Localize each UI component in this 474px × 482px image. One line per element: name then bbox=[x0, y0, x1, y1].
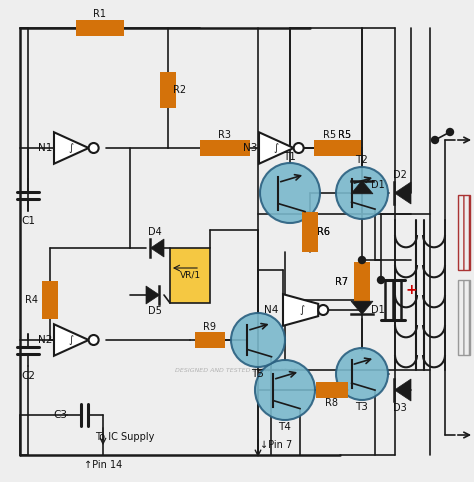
Text: R8: R8 bbox=[326, 398, 338, 408]
Bar bbox=[458, 280, 470, 355]
Text: ∫: ∫ bbox=[68, 335, 73, 345]
Text: R3: R3 bbox=[219, 130, 231, 140]
Text: ↑Pin 14: ↑Pin 14 bbox=[84, 460, 122, 470]
Text: T5: T5 bbox=[252, 369, 264, 379]
Bar bbox=[354, 262, 370, 302]
Polygon shape bbox=[151, 239, 164, 257]
Text: ∫: ∫ bbox=[273, 143, 278, 153]
Circle shape bbox=[447, 129, 454, 135]
Polygon shape bbox=[394, 379, 411, 401]
Text: D4: D4 bbox=[148, 227, 162, 237]
Text: C2: C2 bbox=[21, 371, 35, 381]
Text: R5: R5 bbox=[338, 130, 352, 140]
Text: T3: T3 bbox=[356, 402, 368, 412]
Text: R5: R5 bbox=[338, 130, 352, 140]
Text: N3: N3 bbox=[243, 143, 257, 153]
Text: +: + bbox=[405, 283, 417, 297]
Text: N2: N2 bbox=[38, 335, 52, 345]
Bar bbox=[302, 212, 318, 252]
Text: D5: D5 bbox=[148, 306, 162, 316]
Text: ↓Pin 7: ↓Pin 7 bbox=[260, 440, 292, 450]
Polygon shape bbox=[146, 286, 159, 304]
Bar bbox=[314, 140, 346, 156]
Text: N4: N4 bbox=[264, 305, 278, 315]
Text: DESIGNED AND TESTED BYSWAGAT AM: DESIGNED AND TESTED BYSWAGAT AM bbox=[175, 367, 299, 373]
Bar bbox=[170, 248, 210, 303]
Circle shape bbox=[294, 143, 304, 153]
Circle shape bbox=[431, 136, 438, 144]
Text: T2: T2 bbox=[356, 155, 368, 165]
Bar bbox=[354, 262, 370, 302]
Circle shape bbox=[377, 277, 384, 283]
Polygon shape bbox=[394, 182, 411, 204]
Text: N1: N1 bbox=[38, 143, 52, 153]
Bar bbox=[42, 281, 58, 319]
Bar bbox=[302, 212, 318, 252]
Text: R1: R1 bbox=[93, 9, 107, 19]
Text: R4: R4 bbox=[26, 295, 38, 305]
Bar bbox=[329, 140, 361, 156]
Circle shape bbox=[89, 335, 99, 345]
Bar bbox=[76, 20, 124, 36]
Bar bbox=[160, 72, 176, 108]
Text: ∫: ∫ bbox=[299, 305, 304, 315]
Text: R7: R7 bbox=[336, 277, 348, 287]
Text: D2: D2 bbox=[393, 170, 407, 180]
Text: T1: T1 bbox=[283, 152, 296, 162]
Circle shape bbox=[89, 143, 99, 153]
Polygon shape bbox=[259, 132, 294, 164]
Text: C1: C1 bbox=[21, 216, 35, 226]
Circle shape bbox=[336, 167, 388, 219]
Bar bbox=[329, 140, 361, 156]
Circle shape bbox=[358, 256, 365, 264]
Text: C3: C3 bbox=[53, 410, 67, 420]
Text: R6: R6 bbox=[318, 227, 330, 237]
Bar bbox=[195, 332, 225, 348]
Polygon shape bbox=[283, 294, 318, 326]
Text: ∫: ∫ bbox=[68, 143, 73, 153]
Polygon shape bbox=[351, 301, 373, 314]
Circle shape bbox=[260, 163, 320, 223]
Text: T4: T4 bbox=[279, 422, 292, 432]
Polygon shape bbox=[351, 181, 373, 194]
Text: To IC Supply: To IC Supply bbox=[95, 432, 155, 442]
Circle shape bbox=[255, 360, 315, 420]
Text: D1: D1 bbox=[371, 305, 385, 315]
Circle shape bbox=[318, 305, 328, 315]
Bar bbox=[200, 140, 250, 156]
Text: VR/1: VR/1 bbox=[180, 270, 201, 280]
Polygon shape bbox=[54, 324, 89, 356]
Text: R7: R7 bbox=[336, 277, 348, 287]
Circle shape bbox=[336, 348, 388, 400]
Polygon shape bbox=[54, 132, 89, 164]
Text: R6: R6 bbox=[318, 227, 330, 237]
Bar bbox=[316, 382, 348, 398]
Text: R9: R9 bbox=[203, 322, 217, 332]
Bar bbox=[458, 195, 470, 270]
Text: D1: D1 bbox=[371, 180, 385, 190]
Circle shape bbox=[231, 313, 285, 367]
Text: D3: D3 bbox=[393, 403, 407, 413]
Text: R5: R5 bbox=[323, 130, 337, 140]
Text: R2: R2 bbox=[173, 85, 187, 95]
